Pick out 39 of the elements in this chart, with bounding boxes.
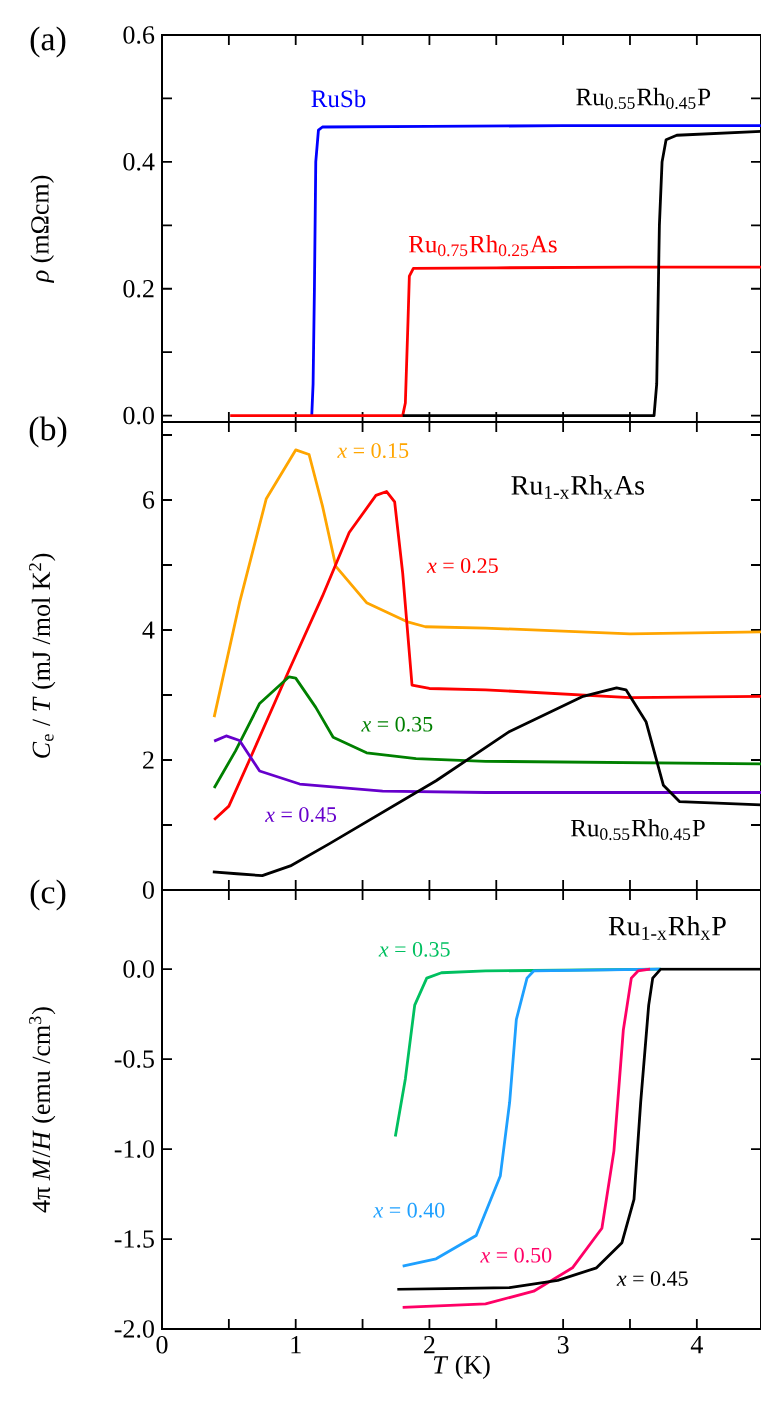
text: (c) [30,879,66,911]
annotation: Ru$_{1-x}$Rh$_{x}$P [608,915,726,940]
text: (a) [30,26,66,58]
y-tick-label: 6 [143,491,155,509]
y-tick-label: -1.0 [114,1140,154,1158]
y-tick-label: 2 [143,751,154,769]
text: (b) [29,416,67,448]
y-tick-label: -1.5 [114,1230,154,1248]
y-tick-label: 0 [142,881,154,899]
y-tick-label: 4 [142,621,155,639]
x-tick-label: 2 [424,1336,435,1354]
series-label: x = 0.35 [361,716,433,732]
series-label: Ru$_{0.75}$Rh$_{0.25}$As [408,235,557,257]
y-tick-label: 0.4 [123,153,155,171]
legend-label: Ru$_{0.55}$Rh$_{0.45}$P [570,818,705,841]
y-axis-title: C$_{e}$ / T (mJ /mol K$^{2}$) [29,553,56,758]
annotation: Ru$_{1-x}$Rh$_{x}$As [511,475,645,499]
legend-label: Ru$_{0.55}$Rh$_{0.45}$P [576,87,711,110]
x-tick-label: 0 [156,1336,168,1354]
series-label: x = 0.15 [337,443,409,459]
y-tick-label: 0.6 [123,26,155,44]
y-tick-label: -0.5 [114,1050,154,1068]
x-tick-label: 4 [690,1336,703,1354]
x-tick-label: 3 [557,1336,569,1354]
y-axis-title: 4π M/H (emu /cm$^{3}$) [29,1007,56,1213]
y-axis-title: ρ (mΩcm) [30,175,54,283]
series-label: x = 0.45 [616,1271,688,1287]
series-label: x = 0.50 [480,1247,552,1263]
x-tick-label: 1 [291,1336,301,1354]
series-label: x = 0.45 [264,807,337,823]
series-label: x = 0.35 [378,941,450,957]
y-tick-label: 0.0 [123,960,154,978]
y-tick-label: 0.2 [123,279,154,298]
y-tick-label: 0.0 [123,406,154,425]
x-axis-title: T (K) [433,1355,490,1379]
series-label: x = 0.25 [426,558,498,574]
series-label: x = 0.40 [373,1202,445,1218]
y-tick-label: -2.0 [114,1320,154,1338]
series-label: RuSb [311,89,366,108]
